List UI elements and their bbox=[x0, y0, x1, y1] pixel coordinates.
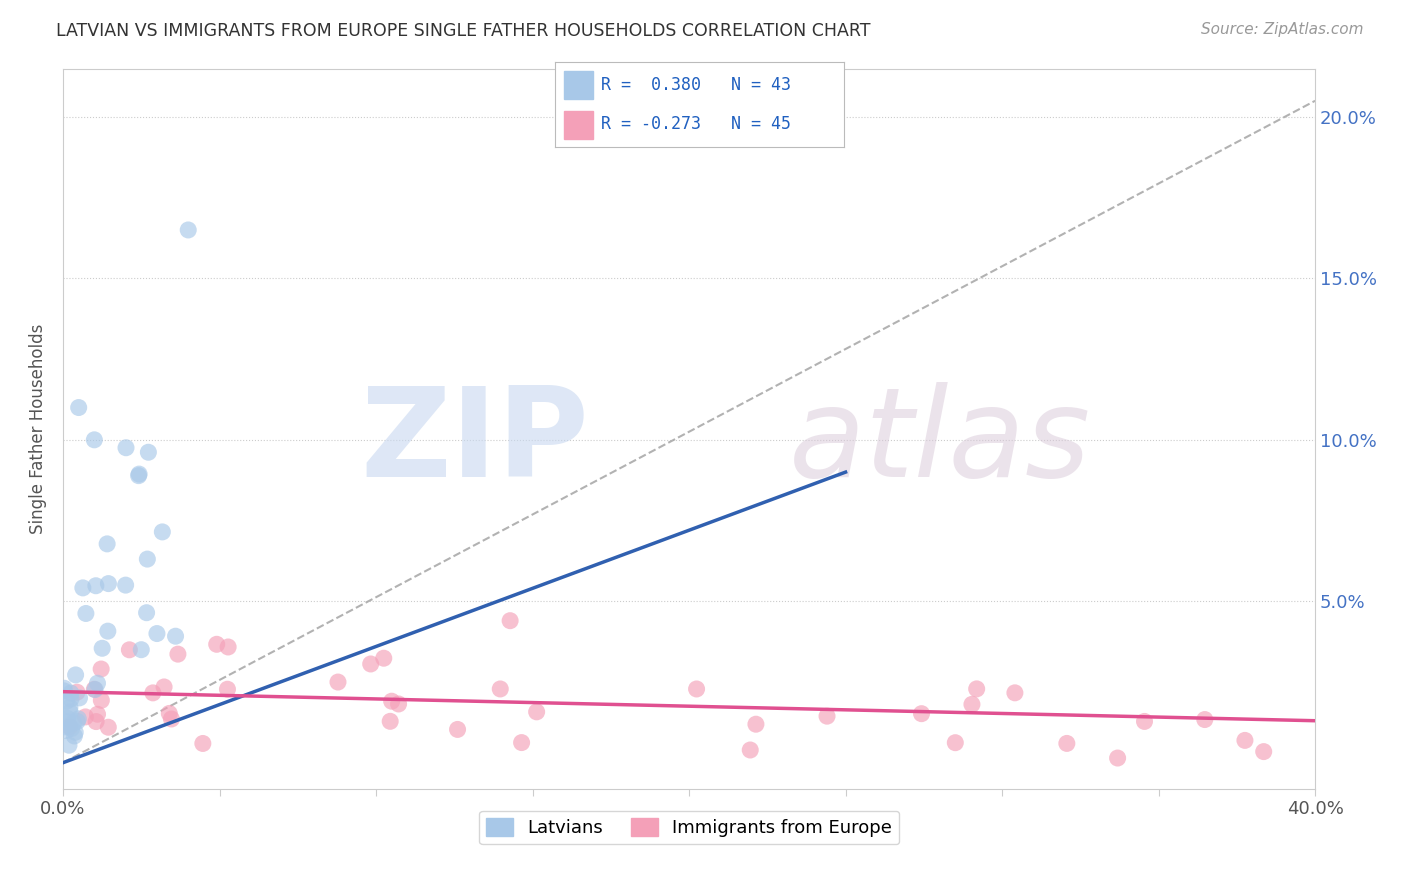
Point bbox=[910, 706, 932, 721]
Point bbox=[360, 657, 382, 671]
Point bbox=[167, 647, 190, 661]
Point bbox=[66, 714, 89, 729]
Point bbox=[56, 714, 79, 729]
Point bbox=[62, 715, 84, 730]
Point bbox=[1107, 751, 1129, 765]
Point bbox=[165, 629, 187, 643]
Point bbox=[217, 682, 239, 697]
Point bbox=[177, 223, 200, 237]
Point bbox=[90, 662, 112, 676]
Point bbox=[66, 685, 89, 699]
Point bbox=[84, 682, 107, 697]
Point bbox=[526, 705, 548, 719]
Point bbox=[326, 675, 349, 690]
Text: R = -0.273   N = 45: R = -0.273 N = 45 bbox=[602, 115, 792, 133]
Point bbox=[84, 579, 107, 593]
Point bbox=[63, 729, 86, 743]
Text: LATVIAN VS IMMIGRANTS FROM EUROPE SINGLE FATHER HOUSEHOLDS CORRELATION CHART: LATVIAN VS IMMIGRANTS FROM EUROPE SINGLE… bbox=[56, 22, 870, 40]
Point bbox=[1194, 713, 1216, 727]
Point bbox=[83, 433, 105, 447]
Point bbox=[83, 682, 105, 697]
Point bbox=[55, 723, 77, 738]
Point bbox=[960, 698, 983, 712]
Point bbox=[1004, 686, 1026, 700]
Point bbox=[1233, 733, 1256, 747]
Point bbox=[128, 468, 150, 483]
Point bbox=[55, 694, 77, 708]
Point bbox=[217, 640, 239, 654]
Point bbox=[381, 694, 404, 708]
Point bbox=[59, 720, 82, 734]
Legend: Latvians, Immigrants from Europe: Latvians, Immigrants from Europe bbox=[479, 811, 900, 845]
Point bbox=[815, 709, 838, 723]
Point bbox=[373, 651, 395, 665]
Point bbox=[1056, 736, 1078, 750]
Point bbox=[114, 578, 136, 592]
Point bbox=[489, 681, 512, 696]
Point bbox=[59, 686, 82, 700]
Point bbox=[84, 714, 107, 729]
Point bbox=[59, 692, 82, 706]
Bar bbox=[564, 111, 593, 139]
Point bbox=[160, 712, 183, 726]
Point bbox=[685, 681, 707, 696]
Point bbox=[135, 606, 157, 620]
Point bbox=[740, 743, 762, 757]
Point bbox=[86, 676, 108, 690]
Point bbox=[205, 637, 228, 651]
Point bbox=[1253, 745, 1275, 759]
Point bbox=[142, 686, 165, 700]
Point bbox=[115, 441, 138, 455]
Point bbox=[380, 714, 402, 729]
Text: ZIP: ZIP bbox=[360, 383, 589, 503]
Point bbox=[53, 681, 76, 696]
Point bbox=[90, 693, 112, 707]
Point bbox=[153, 680, 176, 694]
Point bbox=[1133, 714, 1156, 729]
Point bbox=[58, 738, 80, 752]
Bar bbox=[564, 71, 593, 99]
Point bbox=[499, 614, 522, 628]
Text: atlas: atlas bbox=[789, 383, 1091, 503]
Point bbox=[96, 537, 118, 551]
Point bbox=[128, 467, 150, 481]
Text: Source: ZipAtlas.com: Source: ZipAtlas.com bbox=[1201, 22, 1364, 37]
Point bbox=[75, 607, 97, 621]
Point bbox=[67, 401, 90, 415]
Point bbox=[943, 736, 966, 750]
Point bbox=[59, 705, 82, 719]
Point bbox=[56, 711, 79, 725]
Point bbox=[69, 690, 91, 705]
Point bbox=[53, 684, 76, 698]
Point bbox=[150, 524, 173, 539]
Point bbox=[72, 581, 94, 595]
Point bbox=[129, 642, 152, 657]
Point bbox=[191, 736, 214, 750]
Point bbox=[138, 445, 160, 459]
Point bbox=[86, 707, 108, 722]
Point bbox=[67, 712, 90, 726]
Point bbox=[97, 624, 120, 639]
Point bbox=[446, 723, 468, 737]
Point bbox=[966, 681, 988, 696]
Point bbox=[387, 697, 409, 711]
Point bbox=[97, 576, 120, 591]
Point bbox=[65, 668, 87, 682]
Y-axis label: Single Father Households: Single Father Households bbox=[30, 323, 46, 533]
Point bbox=[75, 710, 97, 724]
Point bbox=[60, 722, 83, 736]
Point bbox=[118, 642, 141, 657]
Point bbox=[91, 641, 114, 656]
Point bbox=[97, 720, 120, 734]
Point bbox=[146, 626, 169, 640]
Text: R =  0.380   N = 43: R = 0.380 N = 43 bbox=[602, 77, 792, 95]
Point bbox=[157, 706, 180, 721]
Point bbox=[136, 552, 159, 566]
Point bbox=[59, 700, 82, 714]
Point bbox=[53, 720, 76, 734]
Point bbox=[65, 725, 87, 739]
Point bbox=[745, 717, 768, 731]
Point bbox=[510, 735, 533, 749]
